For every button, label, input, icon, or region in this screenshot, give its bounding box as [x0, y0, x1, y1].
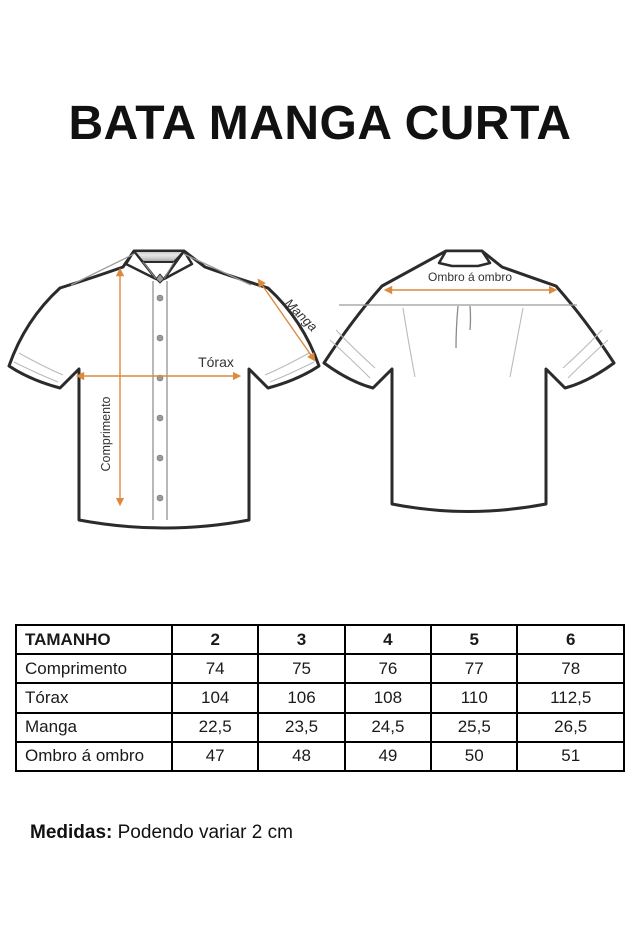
svg-text:Tórax: Tórax — [198, 354, 234, 370]
svg-text:Ombro á ombro: Ombro á ombro — [428, 270, 512, 284]
svg-text:Comprimento: Comprimento — [99, 396, 113, 471]
